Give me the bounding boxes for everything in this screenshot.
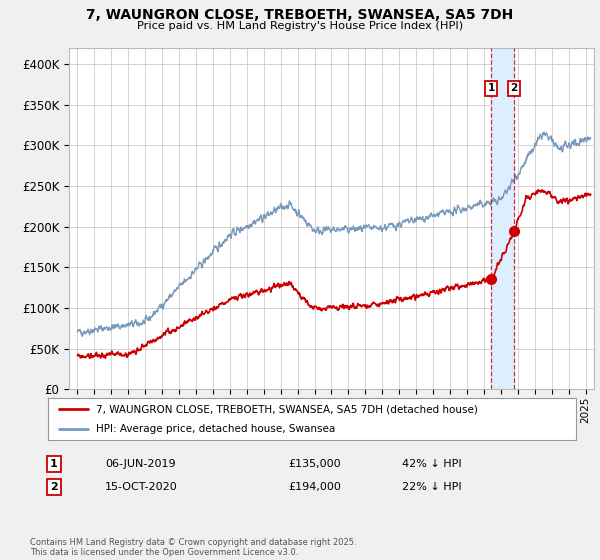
- Text: 42% ↓ HPI: 42% ↓ HPI: [402, 459, 461, 469]
- Text: 7, WAUNGRON CLOSE, TREBOETH, SWANSEA, SA5 7DH (detached house): 7, WAUNGRON CLOSE, TREBOETH, SWANSEA, SA…: [95, 404, 478, 414]
- Text: Price paid vs. HM Land Registry's House Price Index (HPI): Price paid vs. HM Land Registry's House …: [137, 21, 463, 31]
- Bar: [491, 48, 514, 389]
- Text: Contains HM Land Registry data © Crown copyright and database right 2025.
This d: Contains HM Land Registry data © Crown c…: [30, 538, 356, 557]
- Text: 1: 1: [50, 459, 58, 469]
- Text: 7, WAUNGRON CLOSE, TREBOETH, SWANSEA, SA5 7DH: 7, WAUNGRON CLOSE, TREBOETH, SWANSEA, SA…: [86, 8, 514, 22]
- Text: 2: 2: [50, 482, 58, 492]
- Text: HPI: Average price, detached house, Swansea: HPI: Average price, detached house, Swan…: [95, 424, 335, 434]
- Text: £194,000: £194,000: [288, 482, 341, 492]
- Text: 22% ↓ HPI: 22% ↓ HPI: [402, 482, 461, 492]
- Text: 2: 2: [511, 83, 518, 94]
- Text: 15-OCT-2020: 15-OCT-2020: [105, 482, 178, 492]
- Text: 1: 1: [488, 83, 495, 94]
- Text: £135,000: £135,000: [288, 459, 341, 469]
- Text: 06-JUN-2019: 06-JUN-2019: [105, 459, 176, 469]
